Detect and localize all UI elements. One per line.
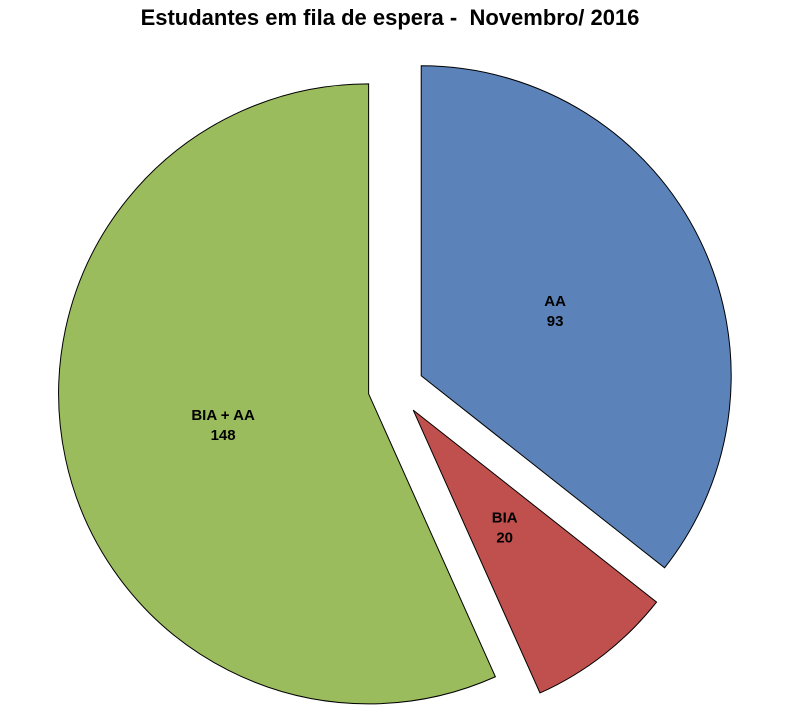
slice-label-aa: AA 93	[544, 293, 566, 330]
slice-label-bia-aa: BIA + AA 148	[191, 407, 255, 444]
pie-slice-bia-aa	[58, 83, 497, 705]
chart-title: Estudantes em fila de espera - Novembro/…	[140, 5, 640, 30]
pie-slice-aa	[420, 65, 732, 569]
slice-label-bia: BIA 20	[492, 510, 518, 547]
pie-slice-bia	[412, 409, 658, 694]
